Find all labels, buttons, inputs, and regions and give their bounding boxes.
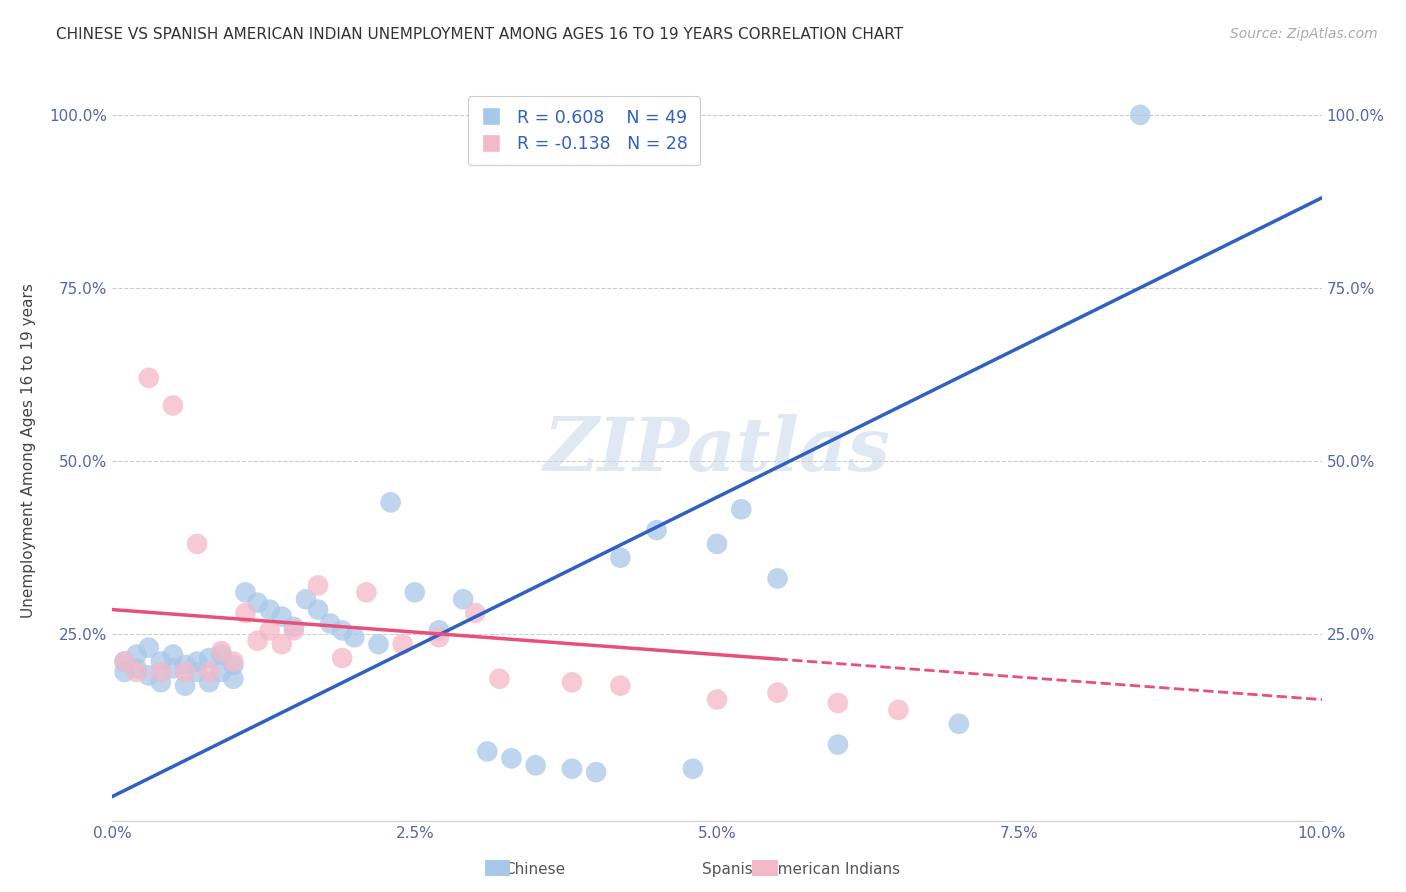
Point <box>125 661 148 675</box>
Point <box>501 751 523 765</box>
Point <box>114 655 136 669</box>
Point <box>561 762 583 776</box>
Point <box>585 765 607 780</box>
Point <box>380 495 402 509</box>
Point <box>367 637 389 651</box>
Point <box>198 651 221 665</box>
Point <box>295 592 318 607</box>
Point <box>404 585 426 599</box>
Point <box>125 648 148 662</box>
Point <box>887 703 910 717</box>
Point <box>198 675 221 690</box>
Point <box>235 606 257 620</box>
Point <box>391 637 413 651</box>
Point <box>198 665 221 679</box>
Point <box>827 738 849 752</box>
Point <box>330 651 353 665</box>
Point <box>609 550 631 565</box>
Point <box>488 672 510 686</box>
Point <box>464 606 486 620</box>
Point <box>138 640 160 655</box>
Point <box>307 578 329 592</box>
Point <box>114 665 136 679</box>
Point <box>222 657 245 672</box>
Point <box>524 758 547 772</box>
Text: Source: ZipAtlas.com: Source: ZipAtlas.com <box>1230 27 1378 41</box>
Point <box>246 596 269 610</box>
Point <box>477 744 499 758</box>
Point <box>235 585 257 599</box>
Point <box>343 630 366 644</box>
Point <box>222 655 245 669</box>
Point <box>307 602 329 616</box>
Point <box>827 696 849 710</box>
Point <box>114 655 136 669</box>
Point <box>174 665 197 679</box>
Y-axis label: Unemployment Among Ages 16 to 19 years: Unemployment Among Ages 16 to 19 years <box>21 283 35 618</box>
Text: CHINESE VS SPANISH AMERICAN INDIAN UNEMPLOYMENT AMONG AGES 16 TO 19 YEARS CORREL: CHINESE VS SPANISH AMERICAN INDIAN UNEMP… <box>56 27 904 42</box>
Text: Chinese: Chinese <box>503 863 565 877</box>
Point <box>162 661 184 675</box>
Point <box>162 399 184 413</box>
Point <box>270 609 292 624</box>
Point <box>427 624 450 638</box>
Point <box>259 602 281 616</box>
Point <box>125 665 148 679</box>
Point <box>645 523 668 537</box>
Point <box>186 665 208 679</box>
Point <box>427 630 450 644</box>
Point <box>149 655 172 669</box>
Point <box>270 637 292 651</box>
Point <box>246 633 269 648</box>
Legend:   R = 0.608    N = 49,   R = -0.138   N = 28: R = 0.608 N = 49, R = -0.138 N = 28 <box>468 96 700 165</box>
Point <box>162 648 184 662</box>
Text: ZIPatlas: ZIPatlas <box>544 414 890 487</box>
Point <box>948 716 970 731</box>
Point <box>283 620 305 634</box>
Point <box>209 648 232 662</box>
Point <box>259 624 281 638</box>
Point <box>706 692 728 706</box>
Point <box>209 644 232 658</box>
Point <box>766 685 789 699</box>
Point <box>451 592 474 607</box>
Point <box>609 679 631 693</box>
Point <box>330 624 353 638</box>
Point <box>138 668 160 682</box>
Point <box>174 657 197 672</box>
Point <box>186 655 208 669</box>
Point <box>222 672 245 686</box>
Point <box>209 665 232 679</box>
Point <box>138 371 160 385</box>
Point <box>319 616 342 631</box>
Point <box>706 537 728 551</box>
Point <box>186 537 208 551</box>
Point <box>682 762 704 776</box>
Text: Spanish American Indians: Spanish American Indians <box>703 863 900 877</box>
Point <box>283 624 305 638</box>
Point <box>149 675 172 690</box>
Point <box>561 675 583 690</box>
Point <box>356 585 378 599</box>
Point <box>1129 108 1152 122</box>
Point <box>730 502 752 516</box>
Point <box>149 665 172 679</box>
Point <box>766 572 789 586</box>
Point <box>174 679 197 693</box>
